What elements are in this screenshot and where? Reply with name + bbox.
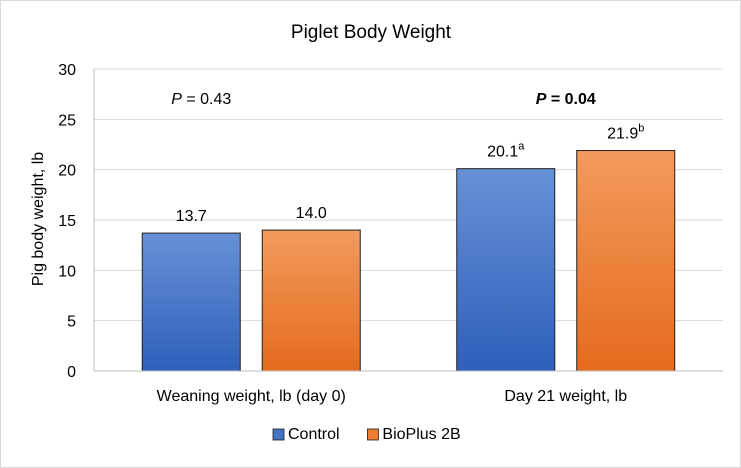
legend-swatch <box>272 428 285 441</box>
p-value-annotation: P = 0.04 <box>536 91 596 108</box>
bar-bioplus-2b <box>576 150 676 372</box>
data-label: 20.1a <box>487 141 525 161</box>
legend-label: Control <box>288 426 340 443</box>
bars <box>141 150 676 372</box>
category-label: Weaning weight, lb (day 0) <box>157 388 346 405</box>
bar-control <box>456 168 556 372</box>
y-tick-label: 15 <box>58 213 76 230</box>
y-tick-label: 30 <box>58 62 76 79</box>
data-label: 13.7 <box>176 208 207 225</box>
data-label: 14.0 <box>296 205 327 222</box>
y-tick-label: 10 <box>58 263 76 280</box>
chart-title: Piglet Body Weight <box>291 22 452 43</box>
y-tick-label: 0 <box>67 364 76 381</box>
data-label: 21.9b <box>607 123 644 143</box>
bar-bioplus-2b <box>261 229 361 372</box>
y-tick-label: 5 <box>67 314 76 331</box>
y-tick-label: 20 <box>58 163 76 180</box>
p-value-annotation: P = 0.43 <box>171 91 231 108</box>
p-value-annotations: P = 0.43 P = 0.04 <box>171 91 596 108</box>
y-axis-label: Pig body weight, lb <box>30 152 47 286</box>
y-tick-label: 25 <box>58 112 76 129</box>
y-axis-ticks: 0 5 10 15 20 25 30 <box>58 62 76 381</box>
bar-control <box>141 232 241 372</box>
legend-swatch <box>366 428 379 441</box>
legend: Control BioPlus 2B <box>272 426 461 443</box>
legend-label: BioPlus 2B <box>382 426 460 443</box>
category-label: Day 21 weight, lb <box>504 388 627 405</box>
category-labels: Weaning weight, lb (day 0) Day 21 weight,… <box>157 388 628 405</box>
value-labels: 13.7 14.0 20.1a 21.9b <box>176 123 645 226</box>
